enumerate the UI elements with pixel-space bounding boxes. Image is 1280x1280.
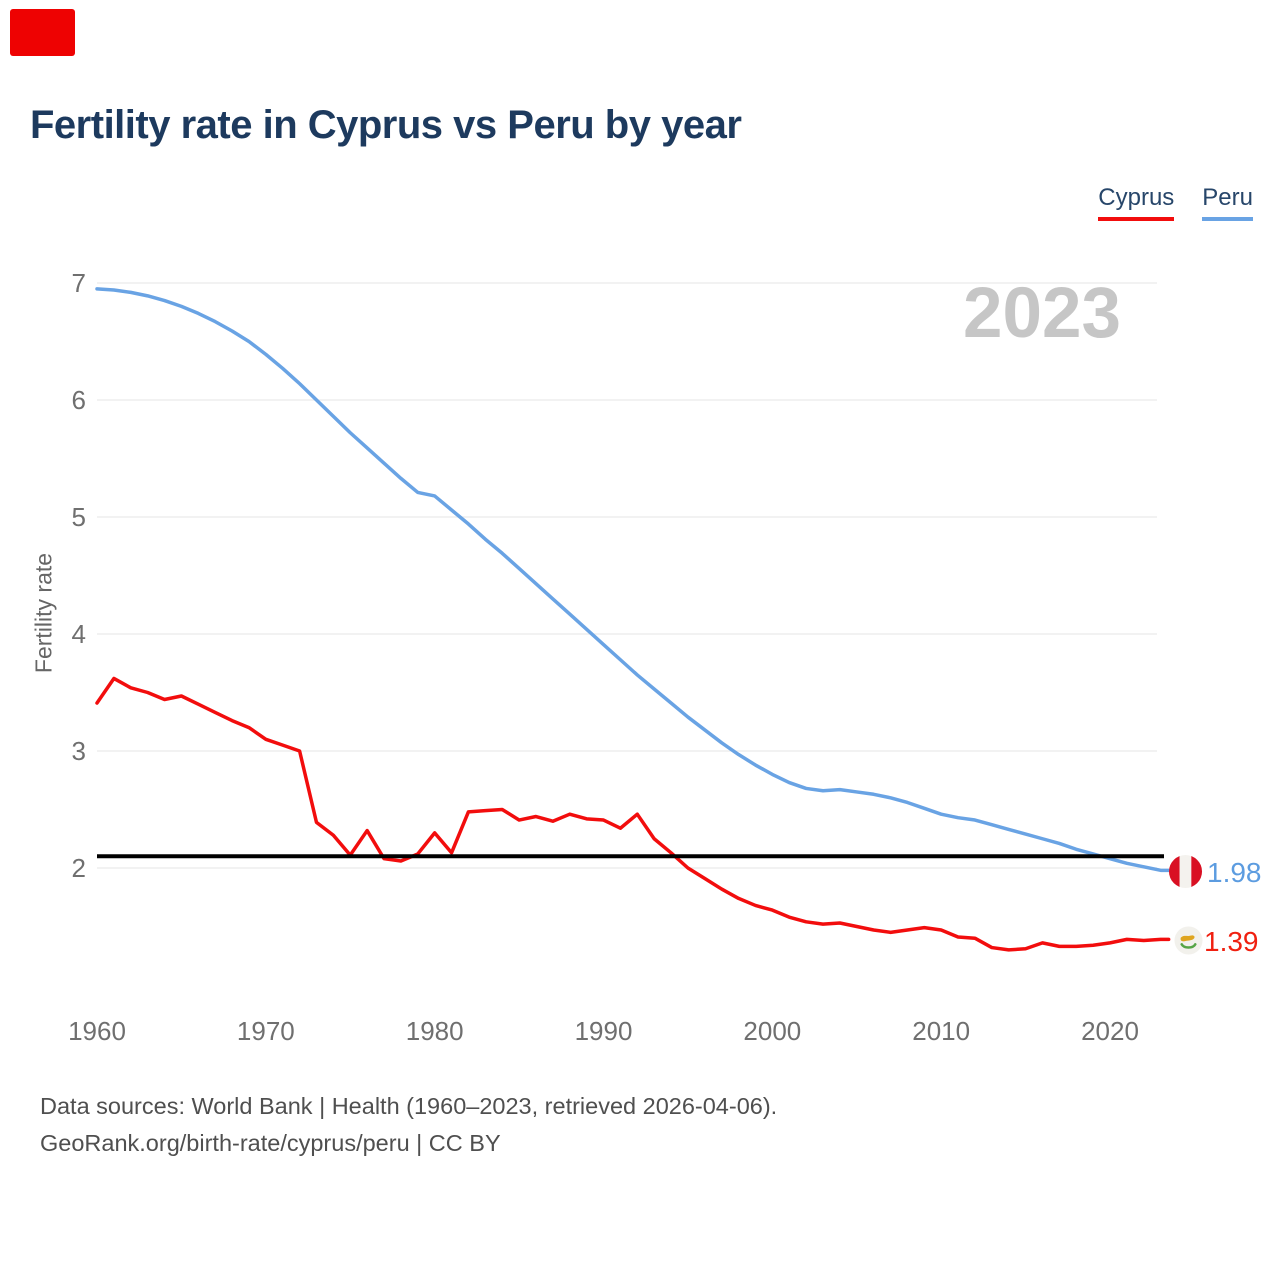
- peru-flag-icon: [1168, 854, 1203, 894]
- x-tick-label: 1970: [237, 1016, 295, 1046]
- y-tick-label: 3: [72, 736, 86, 766]
- cyprus-line: [95, 676, 1171, 952]
- peru-end-value: 1.98: [1207, 857, 1262, 888]
- x-tick-label: 1990: [575, 1016, 633, 1046]
- legend: Cyprus Peru: [1098, 184, 1253, 221]
- footer: Data sources: World Bank | Health (1960–…: [40, 1088, 777, 1162]
- y-tick-label: 7: [72, 268, 86, 298]
- legend-item-cyprus[interactable]: Cyprus: [1098, 184, 1175, 221]
- x-tick-label: 2010: [912, 1016, 970, 1046]
- y-tick-label: 4: [72, 619, 86, 649]
- peru-line: [95, 287, 1171, 873]
- y-tick-label: 2: [72, 853, 86, 883]
- legend-item-peru[interactable]: Peru: [1202, 184, 1253, 221]
- cyprus-flag-icon: [1174, 926, 1203, 960]
- chart-title: Fertility rate in Cyprus vs Peru by year: [30, 103, 742, 147]
- footer-sources-line: Data sources: World Bank | Health (1960–…: [40, 1093, 778, 1119]
- x-tick-label: 2020: [1081, 1016, 1139, 1046]
- y-tick-label: 6: [72, 385, 86, 415]
- x-tick-label: 1980: [406, 1016, 464, 1046]
- red-overlay-box: [10, 9, 75, 56]
- x-tick-label: 2000: [743, 1016, 801, 1046]
- cyprus-end-value: 1.39: [1204, 926, 1259, 957]
- footer-attribution-line: GeoRank.org/birth-rate/cyprus/peru | CC …: [40, 1130, 501, 1156]
- y-tick-label: 5: [72, 502, 86, 532]
- watermark-year: 2023: [963, 274, 1121, 353]
- x-tick-label: 1960: [68, 1016, 126, 1046]
